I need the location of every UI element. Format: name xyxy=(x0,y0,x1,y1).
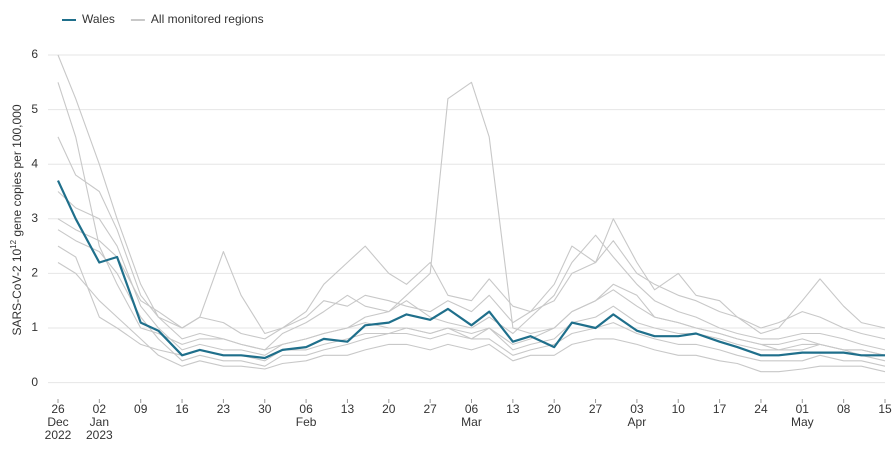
x-tick-label: 13 xyxy=(506,402,520,416)
y-tick-label: 1 xyxy=(31,320,38,334)
x-tick-label: 23 xyxy=(217,402,231,416)
x-tick-label: 02 xyxy=(93,402,107,416)
x-tick-label: Apr xyxy=(628,415,647,429)
series-line xyxy=(57,54,886,335)
x-tick-label: 16 xyxy=(175,402,189,416)
x-tick-label: Dec xyxy=(47,415,68,429)
legend-label: All monitored regions xyxy=(151,12,264,26)
x-tick-label: May xyxy=(791,415,814,429)
y-label-text: SARS-CoV-2 10 xyxy=(10,249,24,336)
x-tick-label: 20 xyxy=(382,402,396,416)
x-tick-label: 15 xyxy=(878,402,892,416)
x-tick-label: 17 xyxy=(713,402,727,416)
y-label-superscript: 12 xyxy=(9,239,18,248)
legend-label: Wales xyxy=(82,12,115,26)
x-tick-label: Feb xyxy=(296,415,317,429)
series-line xyxy=(57,245,886,362)
series-line xyxy=(57,229,886,367)
x-tick-label: 08 xyxy=(837,402,851,416)
x-tick-label: 10 xyxy=(672,402,686,416)
series-line xyxy=(57,218,886,340)
x-tick-label: 2022 xyxy=(45,428,72,442)
x-tick-label: 01 xyxy=(796,402,810,416)
series-line xyxy=(57,262,886,373)
x-tick-label: Jan xyxy=(90,415,109,429)
series-line xyxy=(57,136,886,351)
y-label-text-end: gene copies per 100,000 xyxy=(10,104,24,240)
y-axis-label: SARS-CoV-2 1012 gene copies per 100,000 xyxy=(9,104,24,335)
y-tick-label: 2 xyxy=(31,266,38,280)
x-tick-label: 09 xyxy=(134,402,148,416)
y-tick-label: 5 xyxy=(31,102,38,116)
x-tick-label: 06 xyxy=(465,402,479,416)
x-tick-label: 2023 xyxy=(86,428,113,442)
x-tick-label: 30 xyxy=(258,402,272,416)
x-tick-label: 27 xyxy=(423,402,437,416)
y-tick-label: 3 xyxy=(31,211,38,225)
x-tick-label: 26 xyxy=(51,402,65,416)
x-tick-label: Mar xyxy=(461,415,482,429)
y-tick-label: 0 xyxy=(31,375,38,389)
x-tick-label: 24 xyxy=(754,402,768,416)
x-tick-label: 13 xyxy=(341,402,355,416)
y-tick-label: 4 xyxy=(31,156,38,170)
y-tick-label: 6 xyxy=(31,47,38,61)
x-tick-label: 27 xyxy=(589,402,603,416)
x-tick-label: 06 xyxy=(299,402,313,416)
x-tick-label: 03 xyxy=(630,402,644,416)
series-line xyxy=(57,191,886,362)
x-tick-label: 20 xyxy=(548,402,562,416)
series-line xyxy=(57,180,885,360)
